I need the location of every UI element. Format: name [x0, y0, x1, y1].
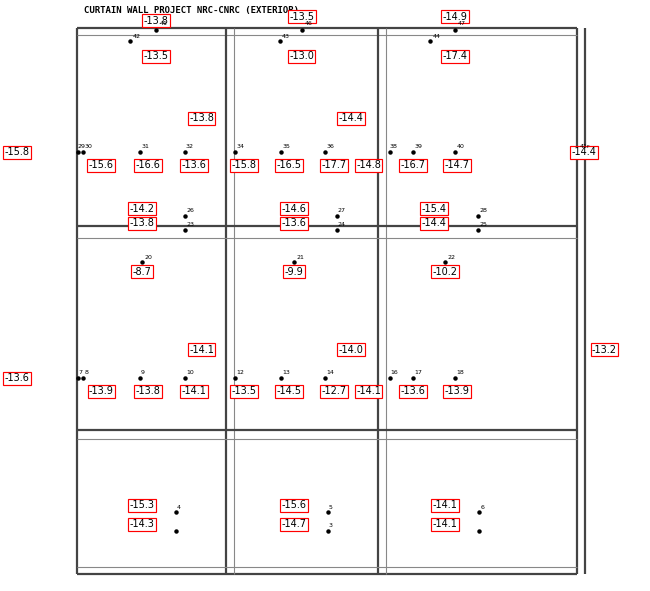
Text: -14.2: -14.2 [129, 204, 154, 213]
Text: 17: 17 [415, 370, 422, 375]
Text: -16.5: -16.5 [277, 161, 302, 170]
Text: -16.7: -16.7 [400, 161, 425, 170]
Text: -13.6: -13.6 [5, 374, 29, 383]
Text: -13.8: -13.8 [136, 387, 161, 396]
Text: -13.8: -13.8 [129, 219, 154, 228]
Text: -14.1: -14.1 [356, 387, 381, 396]
Text: -14.1: -14.1 [433, 501, 458, 510]
Text: -13.8: -13.8 [189, 113, 214, 123]
Text: -13.6: -13.6 [181, 161, 206, 170]
Text: -13.2: -13.2 [592, 345, 617, 355]
Text: 32: 32 [186, 144, 194, 149]
Text: 41r: 41r [580, 144, 590, 149]
Text: -14.1: -14.1 [189, 345, 214, 355]
Text: -15.4: -15.4 [422, 204, 447, 213]
Text: 43: 43 [282, 34, 290, 39]
Text: 22: 22 [448, 255, 456, 260]
Text: -17.4: -17.4 [443, 51, 467, 61]
Text: -13.6: -13.6 [281, 219, 306, 228]
Text: -14.8: -14.8 [356, 161, 381, 170]
Text: 9: 9 [141, 370, 145, 375]
Text: 41: 41 [159, 21, 167, 26]
Text: 42: 42 [133, 34, 140, 39]
Text: -13.9: -13.9 [89, 387, 114, 396]
Text: -14.1: -14.1 [433, 519, 458, 529]
Text: 8: 8 [84, 370, 88, 375]
Text: -15.8: -15.8 [232, 161, 257, 170]
Text: -8.7: -8.7 [132, 267, 151, 277]
Text: -14.4: -14.4 [571, 148, 596, 157]
Text: -13.5: -13.5 [232, 387, 257, 396]
Text: 31: 31 [141, 144, 149, 149]
Text: 47: 47 [458, 21, 465, 26]
Text: 21: 21 [296, 255, 304, 260]
Text: -14.6: -14.6 [281, 204, 306, 213]
Text: 36: 36 [326, 144, 334, 149]
Text: 28: 28 [479, 208, 487, 213]
Text: -13.0: -13.0 [289, 51, 314, 61]
Text: 25: 25 [479, 222, 487, 227]
Text: 35: 35 [283, 144, 291, 149]
Text: 29: 29 [78, 144, 86, 149]
Text: 6: 6 [480, 505, 484, 510]
Text: -13.5: -13.5 [289, 12, 314, 21]
Text: 39: 39 [415, 144, 422, 149]
Text: -13.6: -13.6 [400, 387, 425, 396]
Text: -10.2: -10.2 [433, 267, 458, 277]
Text: 44: 44 [433, 34, 441, 39]
Text: -13.9: -13.9 [445, 387, 469, 396]
Text: -15.8: -15.8 [5, 148, 29, 157]
Text: -9.9: -9.9 [285, 267, 303, 277]
Text: -15.6: -15.6 [281, 501, 306, 510]
Text: 12: 12 [237, 370, 244, 375]
Text: -14.7: -14.7 [281, 519, 306, 529]
Text: 16: 16 [390, 370, 398, 375]
Text: 14: 14 [326, 370, 334, 375]
Text: 13: 13 [283, 370, 291, 375]
Text: -16.6: -16.6 [136, 161, 161, 170]
Text: 27: 27 [338, 208, 346, 213]
Text: 20: 20 [144, 255, 152, 260]
Text: CURTAIN WALL PROJECT NRC-CNRC (EXTERIOR): CURTAIN WALL PROJECT NRC-CNRC (EXTERIOR) [84, 6, 299, 15]
Text: -14.4: -14.4 [422, 219, 447, 228]
Text: 38: 38 [390, 144, 398, 149]
Text: -14.9: -14.9 [443, 12, 467, 21]
Text: -13.5: -13.5 [144, 51, 168, 61]
Text: 18: 18 [456, 370, 464, 375]
Text: 5: 5 [329, 505, 333, 510]
Text: 3: 3 [329, 524, 333, 528]
Text: 26: 26 [187, 208, 194, 213]
Text: 40: 40 [456, 144, 464, 149]
Text: 24: 24 [338, 222, 346, 227]
Text: -13.8: -13.8 [144, 16, 168, 25]
Text: 46: 46 [304, 21, 312, 26]
Text: -14.3: -14.3 [129, 519, 154, 529]
Text: -15.6: -15.6 [89, 161, 114, 170]
Text: -14.0: -14.0 [339, 345, 363, 355]
Text: -14.7: -14.7 [445, 161, 469, 170]
Text: -12.7: -12.7 [322, 387, 346, 396]
Text: -14.5: -14.5 [277, 387, 302, 396]
Text: 23: 23 [187, 222, 194, 227]
Text: -14.4: -14.4 [339, 113, 363, 123]
Text: 7: 7 [78, 370, 82, 375]
Text: -14.1: -14.1 [181, 387, 206, 396]
Text: 30: 30 [84, 144, 92, 149]
Text: -15.3: -15.3 [129, 501, 154, 510]
Text: 10: 10 [186, 370, 194, 375]
Text: 34: 34 [237, 144, 244, 149]
Text: -17.7: -17.7 [322, 161, 346, 170]
Text: 4: 4 [177, 505, 181, 510]
